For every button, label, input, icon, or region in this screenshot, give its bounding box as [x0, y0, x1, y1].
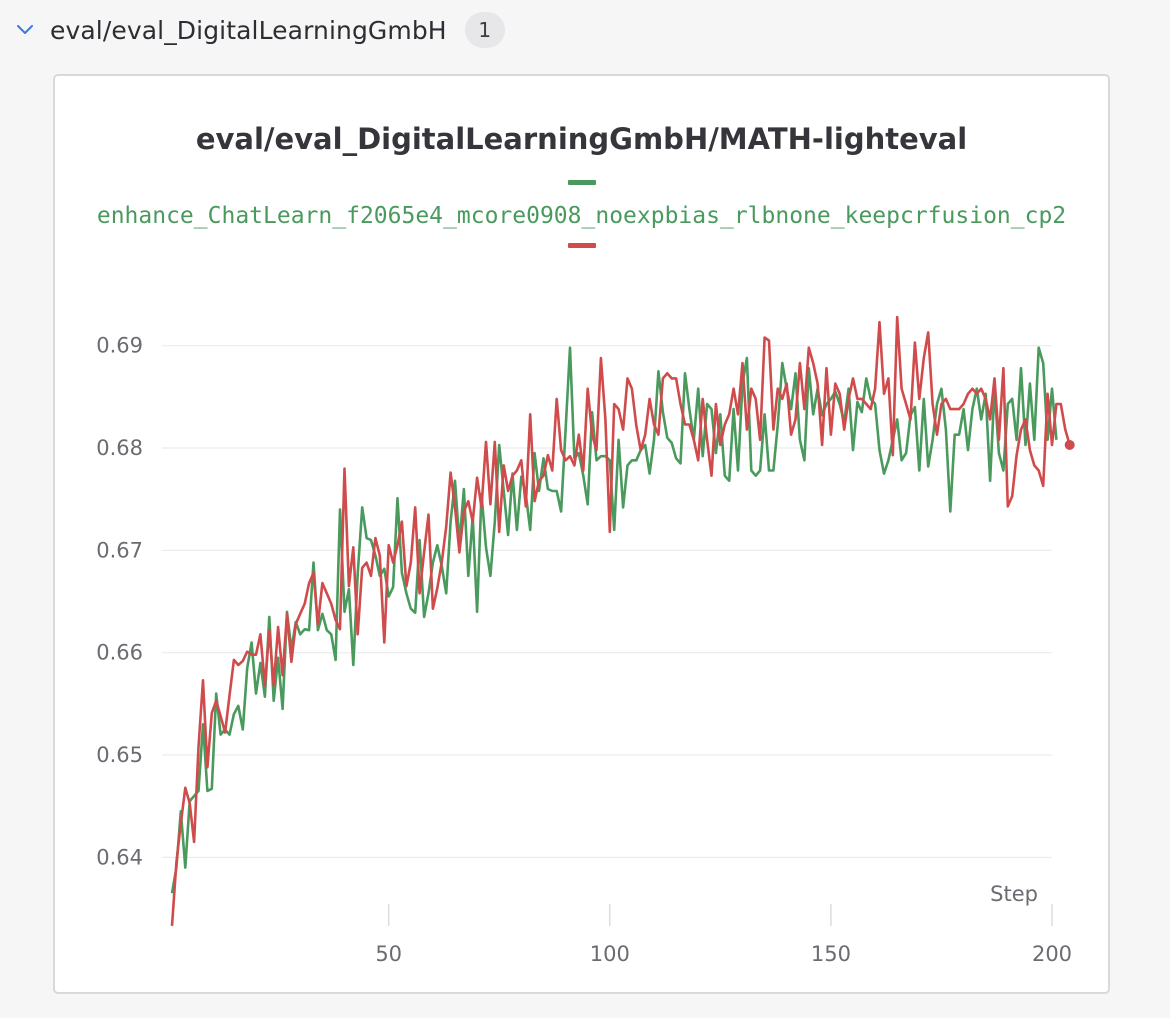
section-title[interactable]: eval/eval_DigitalLearningGmbH — [50, 15, 447, 45]
legend-swatch-green — [567, 180, 596, 185]
y-tick-label: 0.67 — [96, 538, 143, 562]
legend-swatch-red — [567, 243, 596, 248]
legend: enhance_ChatLearn_f2065e4_mcore0908_noex… — [55, 180, 1108, 248]
legend-label-series-1[interactable]: enhance_ChatLearn_f2065e4_mcore0908_noex… — [96, 203, 1067, 229]
line-chart[interactable]: 0.64 0.65 0.66 0.67 0.68 0.69 50 100 150 200 Step — [55, 76, 1108, 992]
section-header: eval/eval_DigitalLearningGmbH 1 — [14, 10, 505, 50]
count-badge: 1 — [464, 12, 505, 48]
y-tick-label: 0.68 — [96, 436, 143, 460]
x-tick-label: 100 — [590, 942, 630, 966]
series-end-point — [1064, 439, 1075, 450]
chevron-down-icon[interactable] — [14, 19, 36, 41]
x-tick-label: 150 — [811, 942, 851, 966]
x-axis-label: Step — [990, 882, 1038, 906]
x-tick-label: 50 — [375, 942, 402, 966]
chart-panel[interactable]: eval/eval_DigitalLearningGmbH/MATH-light… — [53, 74, 1110, 994]
y-tick-label: 0.65 — [96, 743, 143, 767]
chart-title: eval/eval_DigitalLearningGmbH/MATH-light… — [195, 122, 968, 156]
x-tick-label: 200 — [1032, 942, 1072, 966]
series-line-2[interactable] — [170, 315, 1071, 926]
series-line-1[interactable] — [170, 346, 1058, 894]
y-tick-label: 0.66 — [96, 641, 143, 665]
y-tick-label: 0.64 — [96, 845, 143, 869]
y-tick-label: 0.69 — [96, 334, 143, 358]
